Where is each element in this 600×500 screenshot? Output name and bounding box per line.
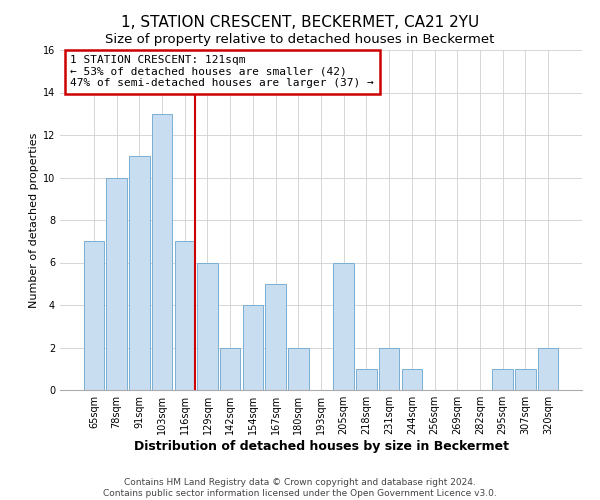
Bar	[334, 262, 354, 390]
Bar	[106, 178, 127, 390]
Text: Contains HM Land Registry data © Crown copyright and database right 2024.
Contai: Contains HM Land Registry data © Crown c…	[103, 478, 497, 498]
Bar	[242, 305, 263, 390]
Text: Size of property relative to detached houses in Beckermet: Size of property relative to detached ho…	[106, 32, 494, 46]
Bar	[152, 114, 172, 390]
Bar	[84, 242, 104, 390]
Bar	[401, 369, 422, 390]
Y-axis label: Number of detached properties: Number of detached properties	[29, 132, 38, 308]
Bar	[220, 348, 241, 390]
Bar	[197, 262, 218, 390]
Bar	[265, 284, 286, 390]
Text: 1 STATION CRESCENT: 121sqm
← 53% of detached houses are smaller (42)
47% of semi: 1 STATION CRESCENT: 121sqm ← 53% of deta…	[70, 55, 374, 88]
Text: 1, STATION CRESCENT, BECKERMET, CA21 2YU: 1, STATION CRESCENT, BECKERMET, CA21 2YU	[121, 15, 479, 30]
Bar	[129, 156, 149, 390]
X-axis label: Distribution of detached houses by size in Beckermet: Distribution of detached houses by size …	[133, 440, 509, 453]
Bar	[288, 348, 308, 390]
Bar	[538, 348, 558, 390]
Bar	[356, 369, 377, 390]
Bar	[515, 369, 536, 390]
Bar	[175, 242, 195, 390]
Bar	[379, 348, 400, 390]
Bar	[493, 369, 513, 390]
